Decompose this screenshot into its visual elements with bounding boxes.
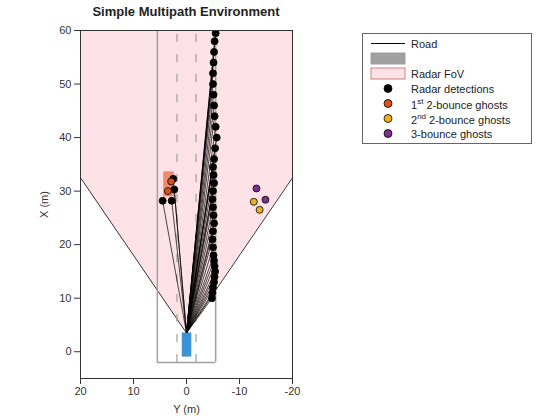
svg-text:40: 40 [59, 131, 71, 143]
svg-text:10: 10 [59, 292, 71, 304]
svg-text:X (m): X (m) [38, 191, 50, 218]
html-text:Road: Road [411, 37, 438, 50]
svg-text:10: 10 [127, 385, 139, 397]
svg-text:0: 0 [65, 345, 71, 357]
svg-text:-10: -10 [232, 385, 248, 397]
svg-text:-20: -20 [285, 385, 301, 397]
html-text:Radar FoV: Radar FoV [411, 67, 465, 80]
html-text:2nd2-bounce ghosts: 2nd2-bounce ghosts [411, 111, 511, 126]
svg-text:30: 30 [59, 185, 71, 197]
svg-text:20: 20 [74, 385, 86, 397]
svg-text:Y (m): Y (m) [173, 403, 200, 415]
html-text:1st2-bounce ghosts: 1st2-bounce ghosts [411, 96, 508, 111]
html-text:Simple Multipath Environment: Simple Multipath Environment [92, 4, 280, 19]
svg-text:20: 20 [59, 238, 71, 250]
html-text:Radar detections: Radar detections [411, 82, 495, 95]
html-text:3-bounce ghosts: 3-bounce ghosts [411, 127, 493, 140]
svg-text:50: 50 [59, 78, 71, 90]
svg-text:0: 0 [183, 385, 189, 397]
svg-text:60: 60 [59, 24, 71, 36]
